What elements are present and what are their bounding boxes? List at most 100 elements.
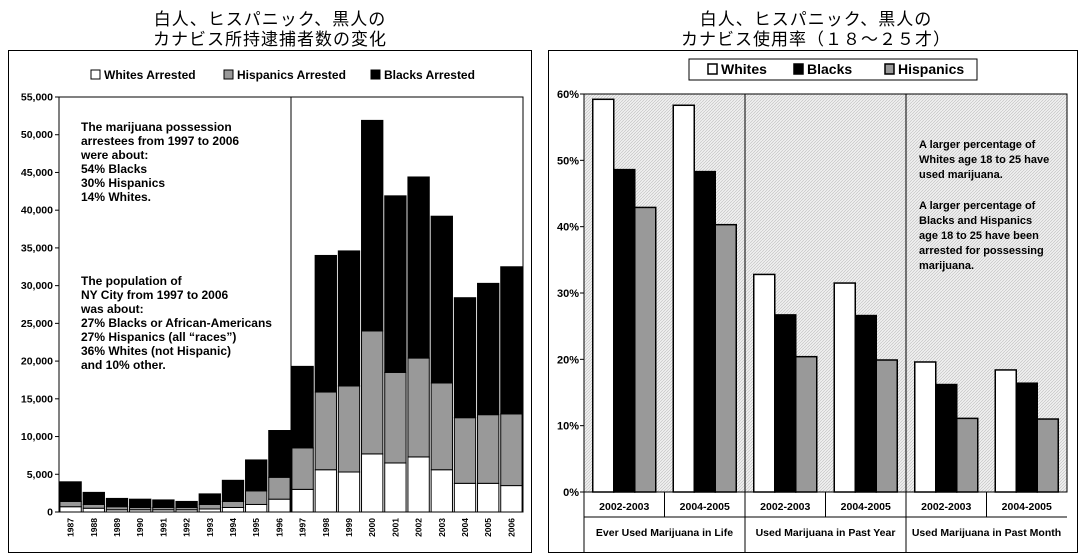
y-tick-label: 40% (557, 222, 579, 234)
y-tick-label: 10% (557, 421, 579, 433)
annotation-line: 36% Whites (not Hispanic) (81, 344, 231, 358)
bar-segment (221, 479, 245, 502)
x-tick-label: 1992 (182, 518, 192, 537)
left-chart-title: 白人、ヒスパニック、黒人の カナビス所持逮捕者数の変化 (0, 10, 540, 50)
legend-label: Hispanics (898, 61, 964, 77)
bar-segment (384, 371, 407, 464)
plot-area (583, 93, 1068, 493)
x-tick-label: 1998 (321, 518, 331, 537)
bar-segment (407, 357, 430, 458)
bar-segment (453, 297, 477, 419)
y-tick-label: 5,000 (27, 469, 53, 481)
legend-swatch (370, 69, 381, 80)
bar-segment (59, 481, 82, 502)
legend-swatch (90, 69, 101, 80)
annotation-line: used marijuana. (919, 169, 1003, 181)
annotation-line: A larger percentage of (919, 200, 1036, 212)
x-tick-label: 2003 (437, 518, 447, 537)
bar-segment (453, 417, 477, 484)
bar-segment (268, 476, 291, 500)
bar-segment (500, 266, 523, 415)
annotation-line: arrested for possessing (919, 245, 1044, 257)
bar (753, 273, 776, 493)
bar-segment (361, 119, 384, 332)
left-title-line-1: 白人、ヒスパニック、黒人の (153, 10, 387, 30)
legend-label: Blacks Arrested (384, 68, 475, 82)
annotation-line: A larger percentage of (919, 139, 1036, 151)
annotation-line: Blacks and Hispanics (919, 215, 1032, 227)
bar-segment (314, 254, 337, 393)
x-tick-label: 2001 (390, 518, 400, 537)
bar-segment (384, 462, 407, 513)
x-tick-label: 2002 (414, 518, 424, 537)
bar-segment (337, 250, 361, 387)
x-tick-label: 1987 (66, 518, 76, 537)
bar (634, 206, 657, 493)
x-tick-label: 1997 (298, 518, 308, 537)
x-tick-label: 1994 (228, 518, 238, 537)
bar (774, 314, 797, 493)
x-tick-label: 1988 (89, 518, 99, 537)
bar (714, 223, 737, 493)
usage-chart-frame: 0% 10% 20% 30% 40% 50% 60% 2002-2003 2004-2005 20… (548, 50, 1078, 553)
bar (795, 355, 818, 493)
legend-label: Whites Arrested (104, 68, 196, 82)
bar-segment (477, 414, 500, 484)
bar-segment (198, 503, 221, 510)
bar-segment (337, 385, 361, 473)
legend-label: Hispanics Arrested (237, 68, 346, 82)
y-tick-label: 55,000 (21, 92, 53, 104)
y-tick-label: 30,000 (21, 280, 53, 292)
x-tick-label: 1991 (158, 518, 168, 537)
annotation-line: The marijuana possession (81, 120, 232, 134)
bar-segment (59, 506, 82, 513)
annotation-line: Whites age 18 to 25 have (919, 154, 1049, 166)
bar (875, 359, 898, 493)
bar-segment (175, 500, 198, 508)
bar-segment (105, 497, 129, 508)
right-chart-title: 白人、ヒスパニック、黒人の カナビス使用率（１８〜２５才） (548, 10, 1084, 50)
annotation-line: and 10% other. (81, 358, 166, 372)
legend-swatch (793, 63, 804, 75)
bar-segment (430, 215, 453, 384)
x-tick-label: 2000 (367, 518, 377, 537)
annotation-line: 54% Blacks (81, 162, 147, 176)
bar (1015, 382, 1038, 493)
legend-swatch (223, 69, 234, 80)
period-label: 2004-2005 (1002, 501, 1052, 513)
y-tick-label: 40,000 (21, 205, 53, 217)
bar-segment (314, 469, 337, 513)
bar-segment (291, 365, 314, 449)
bar (672, 104, 695, 493)
bar (956, 417, 979, 493)
bar-segment (361, 330, 384, 455)
bar-segment (407, 456, 430, 513)
bar-segment (430, 382, 453, 471)
annotation-line: were about: (80, 148, 148, 162)
bar-segment (384, 195, 407, 373)
bar-segment (477, 482, 500, 513)
bar-segment (291, 447, 314, 490)
bar (994, 369, 1017, 493)
bar-segment (221, 506, 245, 513)
bar-segment (291, 488, 314, 513)
bar-segment (245, 490, 268, 505)
bar-segment (500, 413, 523, 487)
bar-segment (198, 493, 221, 505)
annotation-line: NY City from 1997 to 2006 (81, 288, 229, 302)
legend-swatch (884, 63, 895, 75)
bar (1036, 418, 1059, 493)
usage-grouped-bar-chart: 0% 10% 20% 30% 40% 50% 60% 2002-2003 2004-2005 20… (557, 58, 1068, 552)
y-tick-label: 35,000 (21, 242, 53, 254)
bar-segment (314, 391, 337, 471)
y-tick-label: 15,000 (21, 393, 53, 405)
x-tick-label: 2005 (483, 518, 493, 537)
bar (854, 314, 877, 493)
x-tick-label: 1989 (112, 518, 122, 537)
bar-segment (82, 503, 105, 509)
bar-segment (82, 507, 105, 513)
bar-segment (268, 498, 291, 513)
period-label: 2004-2005 (680, 501, 730, 513)
bar (592, 98, 615, 493)
legend-label: Whites (721, 61, 767, 77)
